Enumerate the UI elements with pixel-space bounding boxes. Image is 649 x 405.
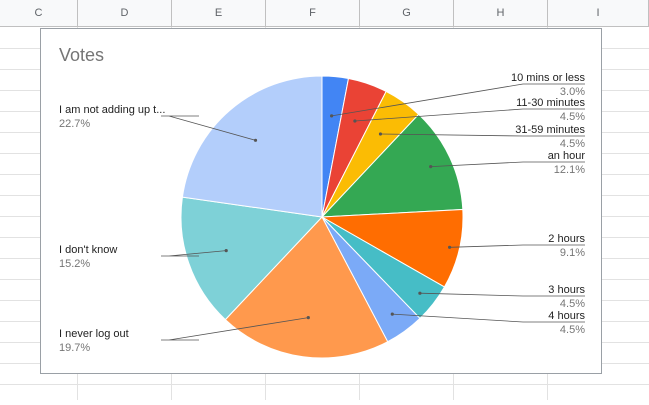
- leader-dot-an-hour: [429, 165, 433, 169]
- leader-line-31-59-minutes: [380, 133, 585, 137]
- slice-label-11-30-minutes: 11-30 minutes: [516, 97, 585, 109]
- pie-slice-2-hours[interactable]: [320, 208, 464, 288]
- pie-slice-an-hour[interactable]: [320, 113, 464, 218]
- slice-percent-10-mins-or-less: 3.0%: [560, 86, 585, 98]
- leader-line-i-am-not-adding-up-t: [161, 115, 256, 141]
- leader-dot-31-59-minutes: [378, 132, 383, 136]
- slice-percent-i-am-not-adding-up-t: 22.7%: [59, 118, 90, 130]
- slice-percent-31-59-minutes: 4.5%: [560, 138, 585, 150]
- column-header-e[interactable]: E: [172, 0, 266, 26]
- slice-label-10-mins-or-less: 10 mins or less: [511, 72, 585, 84]
- slice-label-4-hours: 4 hours: [548, 310, 585, 322]
- slice-percent-2-hours: 9.1%: [560, 247, 585, 259]
- leader-dot-3-hours: [418, 291, 422, 295]
- leader-dot-10-mins-or-less: [330, 114, 334, 118]
- slice-label-3-hours: 3 hours: [548, 284, 585, 296]
- chart-title: Votes: [59, 45, 104, 65]
- slice-percent-i-don-t-know: 15.2%: [59, 258, 90, 270]
- slice-percent-3-hours: 4.5%: [560, 298, 585, 310]
- slice-percent-an-hour: 12.1%: [554, 164, 585, 176]
- column-header-i[interactable]: I: [548, 0, 649, 26]
- leader-dot-4-hours: [390, 312, 394, 316]
- column-header-g[interactable]: G: [360, 0, 454, 26]
- slice-label-2-hours: 2 hours: [548, 233, 585, 245]
- column-header-c[interactable]: C: [0, 0, 78, 26]
- slice-percent-i-never-log-out: 19.7%: [59, 342, 90, 354]
- pie-slice-i-never-log-out[interactable]: [224, 216, 389, 359]
- leader-line-4-hours: [392, 313, 585, 323]
- column-header-f[interactable]: F: [266, 0, 360, 26]
- pie-chart-svg: Votes 10 mins or less 3.0%11-30 minutes 4.…: [59, 45, 586, 359]
- leader-dot-2-hours: [448, 245, 452, 249]
- slice-label-an-hour: an hour: [548, 150, 586, 162]
- column-header-d[interactable]: D: [78, 0, 172, 26]
- leader-dot-i-don-t-know: [224, 249, 228, 253]
- leader-line-11-30-minutes: [354, 108, 585, 122]
- leader-line-10-mins-or-less: [331, 83, 585, 117]
- leader-line-i-don-t-know: [161, 250, 227, 257]
- leader-dot-i-never-log-out: [306, 316, 310, 320]
- pie-chart[interactable]: Votes 10 mins or less 3.0% 11-30 minutes 4.…: [40, 28, 602, 374]
- column-header-h[interactable]: H: [454, 0, 548, 26]
- leader-dot-i-am-not-adding-up-t: [253, 138, 258, 142]
- slice-percent-4-hours: 4.5%: [560, 324, 585, 336]
- leader-line-2-hours: [449, 244, 585, 248]
- pie-slice-i-am-not-adding-up-t[interactable]: [181, 75, 323, 218]
- slice-label-i-don-t-know: I don't know: [59, 244, 117, 256]
- slice-label-i-never-log-out: I never log out: [59, 328, 129, 340]
- pie-slice-i-don-t-know[interactable]: [180, 196, 324, 321]
- leader-line-3-hours: [419, 292, 585, 297]
- slice-label-i-am-not-adding-up-t: I am not adding up t...: [59, 104, 165, 116]
- leader-line-i-never-log-out: [161, 317, 309, 341]
- leader-dot-11-30-minutes: [353, 119, 357, 123]
- slice-percent-11-30-minutes: 4.5%: [560, 111, 585, 123]
- leader-line-an-hour: [430, 161, 585, 167]
- slice-label-31-59-minutes: 31-59 minutes: [515, 124, 585, 136]
